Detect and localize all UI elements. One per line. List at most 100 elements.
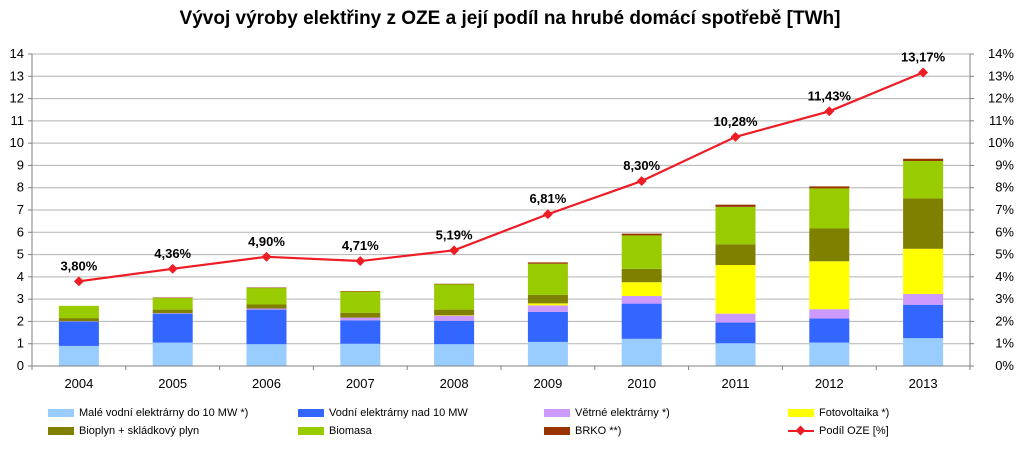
legend-label: Fotovoltaika *) <box>819 407 890 419</box>
y-tick-label: 8 <box>17 180 24 195</box>
y2-tick-label: 8% <box>995 180 1014 195</box>
bar-segment <box>527 262 568 264</box>
legend-swatch <box>48 427 74 435</box>
bar-segment <box>340 291 381 313</box>
legend-swatch <box>544 409 570 417</box>
share-marker <box>918 67 929 78</box>
tick-labels: 012345678910111213140%1%2%3%4%5%6%7%8%9%… <box>10 46 1015 391</box>
bar-segment <box>152 297 193 310</box>
y2-tick-label: 9% <box>995 157 1014 172</box>
bar-segment <box>903 304 944 339</box>
bar-segment <box>152 297 193 299</box>
bar-segment <box>621 235 662 269</box>
bar-segment <box>809 228 850 262</box>
share-marker <box>167 263 178 274</box>
bar-segment <box>246 287 287 305</box>
y2-tick-label: 5% <box>995 247 1014 262</box>
share-data-label: 8,30% <box>623 158 660 173</box>
legend-label: Podíl OZE [%] <box>819 425 889 437</box>
share-data-label: 6,81% <box>529 191 566 206</box>
y-tick-label: 9 <box>17 157 24 172</box>
share-marker <box>73 276 84 287</box>
bar-segment <box>715 265 756 314</box>
bar-segment <box>340 343 381 366</box>
bar-segment <box>903 248 944 295</box>
bar-segment <box>903 294 944 305</box>
x-tick-label: 2010 <box>627 376 656 391</box>
y2-tick-label: 3% <box>995 291 1014 306</box>
legend-swatch <box>298 427 324 435</box>
y-tick-label: 0 <box>17 358 24 373</box>
legend-label: Větrné elektrárny *) <box>575 407 670 419</box>
legend-item: Podíl OZE [%] <box>788 422 889 440</box>
legend-item: Vodní elektrárny nad 10 MW <box>298 404 468 422</box>
y2-tick-label: 14% <box>988 46 1014 61</box>
share-marker <box>824 106 835 117</box>
chart-title: Vývoj výroby elektřiny z OZE a její podí… <box>179 8 841 29</box>
y-tick-label: 10 <box>10 135 24 150</box>
bar-segment <box>246 344 287 366</box>
y-tick-label: 1 <box>17 336 24 351</box>
x-tick-label: 2005 <box>158 376 187 391</box>
y-tick-label: 11 <box>11 113 25 128</box>
legend-label: Vodní elektrárny nad 10 MW <box>329 407 468 419</box>
bar-segment <box>621 282 662 297</box>
legend-label: Malé vodní elektrárny do 10 MW *) <box>79 407 249 419</box>
share-labels: 3,80% 4,36% 4,90% 4,71% 5,19% 6,81% 8,30% 10,28… <box>60 49 945 273</box>
legend-swatch <box>48 409 74 417</box>
bar-segment <box>527 303 568 306</box>
bar-segment <box>903 160 944 199</box>
share-marker <box>449 245 460 256</box>
bar-segment <box>809 318 850 343</box>
y-tick-label: 14 <box>10 46 24 61</box>
x-tick-label: 2013 <box>909 376 938 391</box>
share-data-label: 4,90% <box>248 234 285 249</box>
x-tick-label: 2004 <box>64 376 93 391</box>
bar-segment <box>715 322 756 344</box>
y2-tick-label: 1% <box>995 336 1014 351</box>
y2-tick-label: 7% <box>995 202 1014 217</box>
bar-segment <box>621 338 662 366</box>
legend-item: Větrné elektrárny *) <box>544 404 670 422</box>
bar-segment <box>527 263 568 295</box>
bar-segment <box>246 309 287 345</box>
y2-tick-label: 2% <box>995 313 1014 328</box>
y-tick-label: 7 <box>17 202 24 217</box>
share-data-label: 10,28% <box>713 114 758 129</box>
y2-tick-label: 10% <box>988 135 1014 150</box>
y-tick-label: 12 <box>10 91 24 106</box>
share-line-path <box>78 71 924 283</box>
bar-segment <box>246 308 287 310</box>
bar-segment <box>152 313 193 343</box>
share-data-label: 5,19% <box>436 227 473 242</box>
share-data-label: 13,17% <box>901 49 946 64</box>
bar-segment <box>246 287 287 289</box>
bar-segment <box>152 313 193 314</box>
bar-segment <box>434 344 475 366</box>
bar-segment <box>715 204 756 207</box>
legend-swatch <box>298 409 324 417</box>
bar-segment <box>340 317 381 321</box>
x-tick-label: 2006 <box>252 376 281 391</box>
bar-segment <box>434 309 475 316</box>
legend-item: Bioplyn + skládkový plyn <box>48 422 199 440</box>
bar-segment <box>809 309 850 319</box>
bar-segment <box>434 320 475 345</box>
y-tick-label: 2 <box>17 313 24 328</box>
x-tick-label: 2011 <box>722 376 750 391</box>
y-tick-label: 6 <box>17 224 24 239</box>
bar-segment <box>527 341 568 366</box>
y-tick-label: 13 <box>10 68 24 83</box>
y2-tick-label: 12% <box>988 91 1014 106</box>
bar-segment <box>434 283 475 285</box>
bar-segment <box>434 315 475 321</box>
legend-label: Bioplyn + skládkový plyn <box>79 425 200 437</box>
bar-segment <box>246 304 287 309</box>
share-data-label: 4,71% <box>342 238 379 253</box>
bar-segment <box>152 309 193 314</box>
y2-tick-label: 6% <box>995 224 1014 239</box>
legend-swatch <box>544 427 570 435</box>
x-tick-label: 2009 <box>533 376 562 391</box>
y-tick-label: 3 <box>17 291 24 306</box>
y-tick-label: 4 <box>17 269 24 284</box>
